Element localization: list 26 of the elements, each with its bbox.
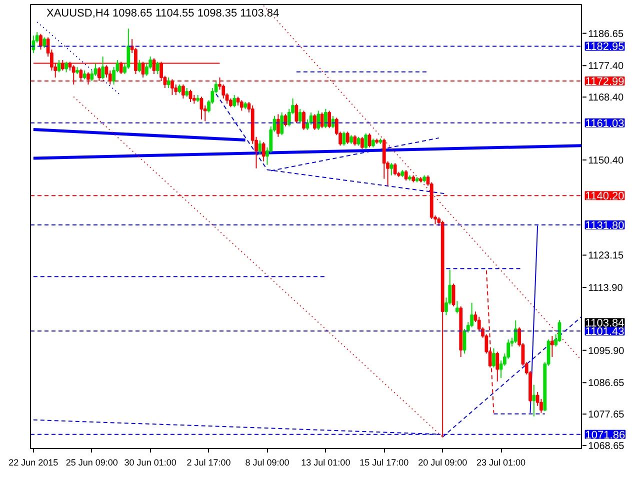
y-tick-label: 1068.65	[588, 441, 625, 452]
y-tick-label: 1186.65	[588, 28, 624, 40]
chart-title: XAUUSD,H4 1098.65 1104.55 1098.35 1103.84	[46, 8, 280, 20]
ref-line-label: 1182.95	[585, 41, 624, 54]
ref-line-label: 1140.20	[585, 190, 624, 203]
x-tick-label: 25 Jun 09:00	[66, 458, 118, 468]
ref-line-label: 1131.80	[585, 220, 624, 232]
x-tick-label: 2 Jul 17:00	[186, 458, 231, 468]
y-tick-label: 1123.15	[588, 250, 624, 262]
ref-line-label: 1172.99	[585, 76, 624, 88]
y-tick-label: 1168.40	[588, 92, 624, 104]
y-tick-label: 1086.65	[588, 378, 625, 390]
y-tick-label: 1150.40	[588, 155, 624, 166]
x-tick-label: 23 Jul 01:00	[476, 458, 526, 468]
x-tick-label: 15 Jul 17:00	[360, 458, 409, 468]
x-tick-label: 30 Jun 01:00	[124, 458, 176, 468]
x-tick-label: 8 Jul 09:00	[245, 458, 290, 468]
y-tick-label: 1095.90	[588, 346, 625, 357]
ref-line-label: 1161.03	[585, 118, 624, 130]
x-tick-label: 13 Jul 01:00	[301, 458, 350, 468]
y-tick-label: 1077.65	[588, 410, 625, 421]
x-tick-label: 20 Jul 09:00	[418, 458, 468, 468]
ref-line-label: 1071.86	[585, 429, 626, 442]
y-tick-label: 1177.40	[588, 61, 624, 72]
y-tick-label: 1113.90	[588, 282, 624, 294]
x-tick-label: 22 Jun 2015	[8, 458, 58, 468]
